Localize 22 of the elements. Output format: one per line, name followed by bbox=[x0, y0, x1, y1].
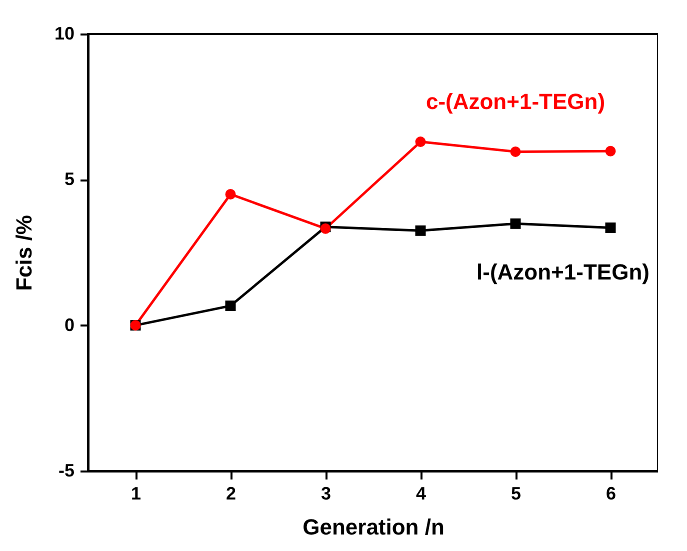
y-tick-label: -5 bbox=[58, 460, 74, 480]
x-tick-label: 5 bbox=[510, 484, 522, 504]
series-label: c-(Azon+1-TEGn) bbox=[426, 88, 606, 114]
point bbox=[605, 146, 616, 156]
x-tick-label: 6 bbox=[606, 484, 616, 504]
x-tick-label: 2 bbox=[226, 484, 236, 504]
point bbox=[510, 218, 521, 229]
point bbox=[415, 225, 426, 236]
point bbox=[225, 300, 236, 312]
y-tick-label: 0 bbox=[64, 314, 74, 335]
y-axis-title: Fcis /% bbox=[11, 215, 36, 291]
x-axis-title: Generation /n bbox=[302, 514, 444, 540]
x-tick-label: 4 bbox=[416, 484, 426, 504]
point bbox=[225, 189, 236, 200]
y-tick-label: 5 bbox=[64, 169, 74, 190]
point bbox=[605, 222, 616, 233]
x-tick-label: 1 bbox=[130, 484, 142, 504]
point bbox=[415, 136, 426, 148]
y-tick-label: 10 bbox=[54, 24, 74, 44]
x-tick-label: 3 bbox=[320, 484, 332, 504]
point bbox=[510, 146, 521, 157]
series-label: l-(Azon+1-TEGn) bbox=[476, 260, 650, 285]
